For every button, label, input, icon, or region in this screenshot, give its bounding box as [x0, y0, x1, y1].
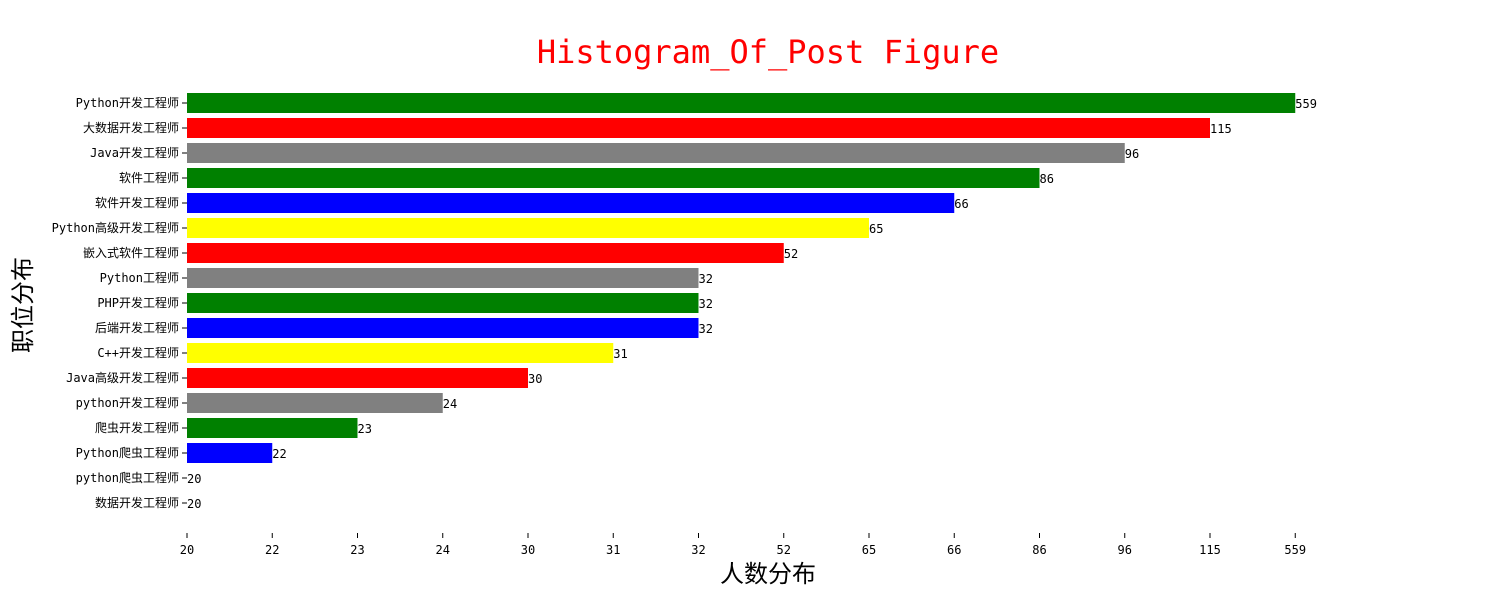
x-tick-label: 20 — [180, 543, 194, 557]
x-tick-label: 23 — [350, 543, 364, 557]
data-label: 32 — [699, 272, 713, 286]
data-label: 24 — [443, 397, 457, 411]
data-label: 32 — [699, 297, 713, 311]
bar — [187, 343, 614, 363]
data-label: 31 — [613, 347, 627, 361]
bar — [187, 368, 528, 388]
data-label: 22 — [272, 447, 286, 461]
x-tick-label: 32 — [691, 543, 705, 557]
x-tick-label: 86 — [1032, 543, 1046, 557]
bar — [187, 443, 273, 463]
y-tick-label: 后端开发工程师 — [95, 320, 179, 335]
bar — [187, 218, 869, 238]
bar — [187, 393, 443, 413]
y-tick-label: python开发工程师 — [76, 395, 179, 410]
bar — [187, 143, 1125, 163]
bar — [187, 418, 358, 438]
bar — [187, 193, 955, 213]
x-tick-label: 115 — [1199, 543, 1221, 557]
y-tick-label: C++开发工程师 — [97, 345, 179, 360]
bar — [187, 268, 699, 288]
data-label: 32 — [699, 322, 713, 336]
x-axis-title: 人数分布 — [720, 560, 816, 588]
y-tick-label: 嵌入式软件工程师 — [83, 245, 179, 260]
x-tick-label: 65 — [862, 543, 876, 557]
data-labels: 559 115 96 86 66 65 52 32 32 32 31 30 24 23 22 20 20 — [187, 97, 1317, 511]
data-label: 20 — [187, 472, 201, 486]
y-tick-label: 大数据开发工程师 — [83, 120, 179, 135]
y-tick-label: Python工程师 — [100, 270, 179, 285]
y-axis-title: 职位分布 — [9, 257, 37, 353]
data-label: 66 — [954, 197, 968, 211]
y-tick-label: Python爬虫工程师 — [76, 445, 179, 460]
y-tick-label: 软件开发工程师 — [95, 195, 179, 210]
bar — [187, 318, 699, 338]
y-tick-label: Java高级开发工程师 — [66, 370, 179, 385]
y-tick-label: Python高级开发工程师 — [52, 220, 179, 235]
chart-title: Histogram_Of_Post Figure — [537, 33, 999, 71]
x-tick-label: 30 — [521, 543, 535, 557]
y-tick-label: PHP开发工程师 — [97, 295, 179, 310]
bar — [187, 93, 1296, 113]
data-label: 96 — [1125, 147, 1139, 161]
data-label: 20 — [187, 497, 201, 511]
data-label: 30 — [528, 372, 542, 386]
y-tick-label: Python开发工程师 — [76, 95, 179, 110]
x-tick-label: 24 — [436, 543, 450, 557]
bar — [187, 118, 1210, 138]
bars-layer — [187, 93, 1296, 463]
x-tick-label: 52 — [777, 543, 791, 557]
y-tick-label: 数据开发工程师 — [95, 495, 179, 510]
x-tick-label: 66 — [947, 543, 961, 557]
x-tick-label: 22 — [265, 543, 279, 557]
bar — [187, 168, 1040, 188]
y-tick-label: 软件工程师 — [119, 170, 179, 185]
y-tick-label: python爬虫工程师 — [76, 470, 179, 485]
bar — [187, 293, 699, 313]
data-label: 115 — [1210, 122, 1232, 136]
data-label: 559 — [1295, 97, 1317, 111]
x-tick-label: 559 — [1284, 543, 1306, 557]
x-tick-label: 31 — [606, 543, 620, 557]
x-tick-labels: 20 22 23 24 30 31 32 52 65 66 86 96 115 559 — [180, 533, 1306, 557]
data-label: 86 — [1040, 172, 1054, 186]
data-label: 52 — [784, 247, 798, 261]
data-label: 23 — [358, 422, 372, 436]
y-tick-label: 爬虫开发工程师 — [95, 420, 179, 435]
y-tick-label: Java开发工程师 — [90, 145, 179, 160]
x-tick-label: 96 — [1118, 543, 1132, 557]
bar — [187, 243, 784, 263]
data-label: 65 — [869, 222, 883, 236]
